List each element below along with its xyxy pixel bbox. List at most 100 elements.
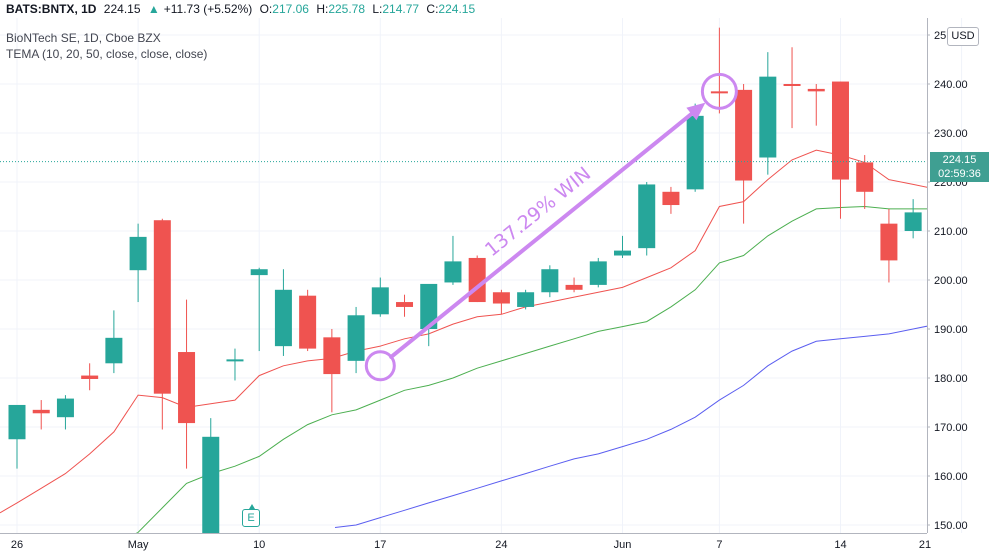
- y-tick-label: 200.00: [934, 275, 968, 287]
- candle[interactable]: [32, 400, 50, 430]
- annotation-arrowhead: [686, 102, 706, 121]
- x-tick-label: 21: [919, 539, 931, 551]
- candle-body-up: [226, 359, 244, 362]
- candle[interactable]: [614, 235, 631, 258]
- x-tick-label: 14: [834, 539, 846, 551]
- y-tick-label: 150.00: [934, 520, 968, 532]
- candle[interactable]: [274, 269, 292, 356]
- low-label: L:: [372, 2, 383, 16]
- annotation-arrow-shaft: [389, 108, 699, 359]
- candle[interactable]: [347, 306, 365, 374]
- candle[interactable]: [589, 257, 607, 288]
- x-tick-label: 10: [253, 539, 265, 551]
- y-tick-label: 25: [934, 30, 946, 42]
- annotation-end-circle: [700, 72, 738, 110]
- candle[interactable]: [468, 255, 486, 303]
- candle[interactable]: [492, 289, 510, 315]
- candle[interactable]: [662, 186, 680, 214]
- candle[interactable]: [444, 235, 462, 285]
- candle[interactable]: [517, 289, 535, 310]
- candle[interactable]: [880, 208, 898, 283]
- candle[interactable]: [783, 47, 801, 129]
- series-line-tema-20: [135, 205, 927, 533]
- candle-body-down: [783, 84, 801, 86]
- candle[interactable]: [105, 310, 123, 374]
- last-price-value: 224.15: [103, 2, 141, 16]
- candle[interactable]: [178, 299, 196, 469]
- series-title[interactable]: BioNTech SE, 1D, Cboe BZX: [6, 31, 161, 45]
- earnings-icon[interactable]: E: [242, 504, 260, 527]
- x-tick-label: 7: [716, 539, 722, 551]
- y-axis-labels: 150.00 160.00 170.00 180.00 190.00 200.00 210.…: [927, 30, 968, 532]
- candle-body-up: [274, 289, 292, 347]
- candle-body-down: [735, 89, 753, 181]
- candle[interactable]: [226, 348, 244, 381]
- candle[interactable]: [759, 52, 777, 175]
- candle[interactable]: [831, 81, 849, 219]
- annotation-start-circle: [364, 350, 396, 382]
- candle-body-down: [831, 81, 849, 180]
- candle-body-down: [565, 284, 583, 290]
- candle-body-down: [710, 91, 728, 94]
- candle[interactable]: [807, 84, 825, 126]
- candle[interactable]: [710, 27, 728, 114]
- candle-body-down: [807, 88, 825, 92]
- candle-body-up: [541, 269, 559, 293]
- candle-body-up: [105, 337, 123, 364]
- candle[interactable]: [202, 418, 220, 558]
- x-axis-labels: 26 May 10 17 24 Jun 7 14 21: [11, 539, 931, 551]
- candle-body-up: [686, 115, 704, 190]
- symbol-label[interactable]: BATS:BNTX, 1D: [6, 2, 97, 16]
- candle-body-up: [347, 315, 365, 361]
- candle[interactable]: [396, 294, 414, 317]
- candle[interactable]: [56, 395, 74, 430]
- candle[interactable]: [735, 84, 753, 224]
- candle[interactable]: [81, 363, 99, 391]
- candle[interactable]: [856, 155, 874, 209]
- y-tick-label: 160.00: [934, 471, 968, 483]
- candle[interactable]: [299, 289, 317, 352]
- candle[interactable]: [929, 197, 946, 224]
- candle[interactable]: [420, 283, 438, 347]
- open-value: 217.06: [272, 2, 309, 16]
- low-value: 214.77: [382, 2, 420, 16]
- candle[interactable]: [250, 267, 268, 352]
- close-label: C:: [426, 2, 439, 16]
- candle-body-up: [638, 184, 656, 249]
- last-price-axis-label: 224.15 02:59:36: [930, 152, 989, 182]
- legend-ohlc: BATS:BNTX, 1D 224.15 ▲ +11.73 (+5.52%) O:…: [6, 2, 479, 16]
- candle-body-up: [759, 76, 777, 158]
- y-tick-label: 170.00: [934, 422, 968, 434]
- candle[interactable]: [323, 329, 341, 413]
- candle-body-up: [517, 292, 535, 307]
- series-line-tema-50: [334, 325, 927, 528]
- candle[interactable]: [565, 277, 583, 293]
- candle-body-down: [662, 191, 680, 206]
- high-label: H:: [316, 2, 329, 16]
- change-up-icon: ▲: [147, 2, 160, 16]
- candle[interactable]: [638, 182, 656, 256]
- candle[interactable]: [129, 223, 147, 303]
- currency-badge[interactable]: USD: [947, 27, 979, 46]
- candle[interactable]: [371, 277, 389, 317]
- candle[interactable]: [8, 404, 26, 469]
- y-tick-label: 180.00: [934, 373, 968, 385]
- candle[interactable]: [541, 265, 559, 298]
- y-tick-label: 230.00: [934, 128, 968, 140]
- y-tick-label: 240.00: [934, 79, 968, 91]
- win-annotation: 137.29% WIN: [364, 72, 738, 382]
- close-value: 224.15: [438, 2, 476, 16]
- x-tick-label: Jun: [614, 539, 632, 551]
- candle-body-down: [880, 223, 898, 261]
- high-value: 225.78: [328, 2, 366, 16]
- series-line-tema-10: [0, 149, 927, 514]
- y-tick-label: 190.00: [934, 324, 968, 336]
- candle-body-up: [250, 269, 268, 276]
- x-tick-label: 17: [374, 539, 386, 551]
- candle[interactable]: [904, 199, 922, 239]
- indicator-legend[interactable]: TEMA (10, 20, 50, close, close, close): [6, 47, 208, 61]
- candle-body-down: [81, 375, 99, 379]
- candle[interactable]: [153, 218, 171, 430]
- candle-body-down: [929, 219, 946, 221]
